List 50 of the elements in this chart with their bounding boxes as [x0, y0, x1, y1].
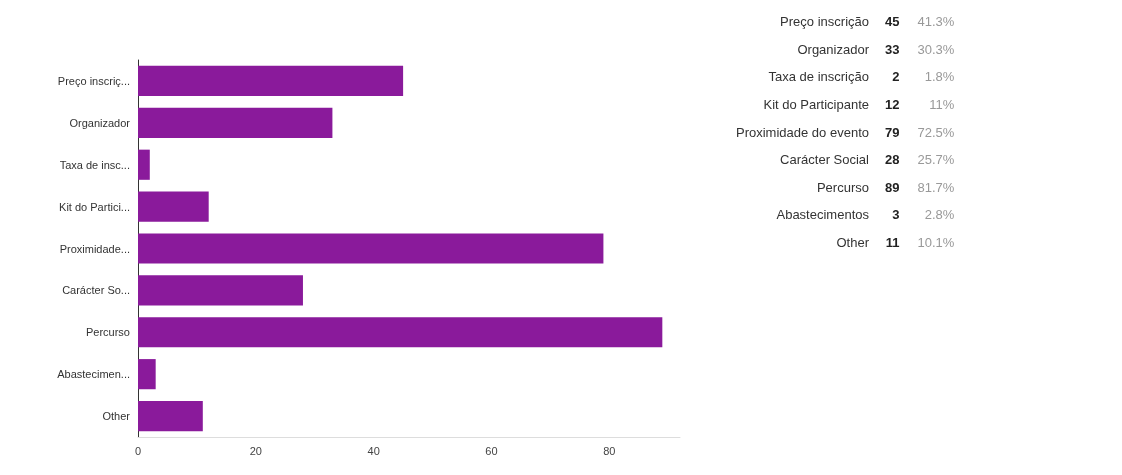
y-tick-label: Carácter So... — [62, 284, 130, 297]
x-tick-label: 20 — [249, 444, 262, 457]
category-label: Other — [835, 234, 870, 253]
category-label: Abastecimentos — [775, 206, 870, 225]
data-label: 2 — [891, 68, 901, 87]
text: 30.3% — [916, 40, 956, 59]
y-tick-label: Kit do Partici... — [59, 200, 130, 213]
text: 72.5% — [916, 123, 956, 142]
text: 1.8% — [923, 68, 956, 87]
bar — [138, 149, 150, 180]
bar — [138, 191, 209, 222]
bar — [138, 107, 333, 138]
text: 11% — [928, 96, 956, 115]
category-label: Organizador — [796, 40, 870, 59]
bar — [138, 65, 404, 97]
x-tick-label: 60 — [485, 444, 498, 457]
bar — [138, 359, 156, 390]
y-tick-label: Taxa de insc... — [59, 158, 130, 171]
text: 2.8% — [923, 206, 956, 225]
data-label: 12 — [884, 96, 901, 115]
data-label: 45 — [884, 13, 901, 32]
y-tick-label: Organizador — [69, 116, 131, 129]
category-label: Preço inscrição — [779, 13, 870, 32]
data-label: 28 — [884, 151, 901, 170]
text: 41.3% — [916, 13, 956, 32]
bar — [138, 233, 604, 264]
category-label: Kit do Participante — [762, 96, 870, 115]
y-tick-label: Preço inscriç... — [57, 74, 130, 87]
bar — [138, 400, 203, 432]
category-label: Proximidade do evento — [735, 123, 870, 142]
bar — [138, 275, 303, 306]
text: 10.1% — [916, 234, 956, 253]
category-label: Carácter Social — [779, 151, 870, 170]
y-tick-label: Percurso — [85, 326, 130, 339]
x-tick-label: 0 — [134, 444, 142, 457]
y-tick-label: Proximidade... — [59, 242, 130, 255]
x-tick-label: 40 — [367, 444, 380, 457]
data-label: 33 — [884, 40, 901, 59]
data-label: 3 — [891, 206, 901, 225]
category-label: Percurso — [815, 178, 870, 197]
bar — [138, 317, 663, 348]
y-tick-label: Other — [102, 410, 131, 423]
x-tick-label: 80 — [603, 444, 616, 457]
y-tick-label: Abastecimen... — [57, 368, 130, 381]
data-label: 89 — [884, 178, 901, 197]
data-label: 11 — [884, 234, 901, 253]
text: 81.7% — [916, 178, 956, 197]
data-label: 79 — [884, 123, 901, 142]
category-label: Taxa de inscrição — [767, 68, 870, 87]
text: 25.7% — [916, 151, 956, 170]
